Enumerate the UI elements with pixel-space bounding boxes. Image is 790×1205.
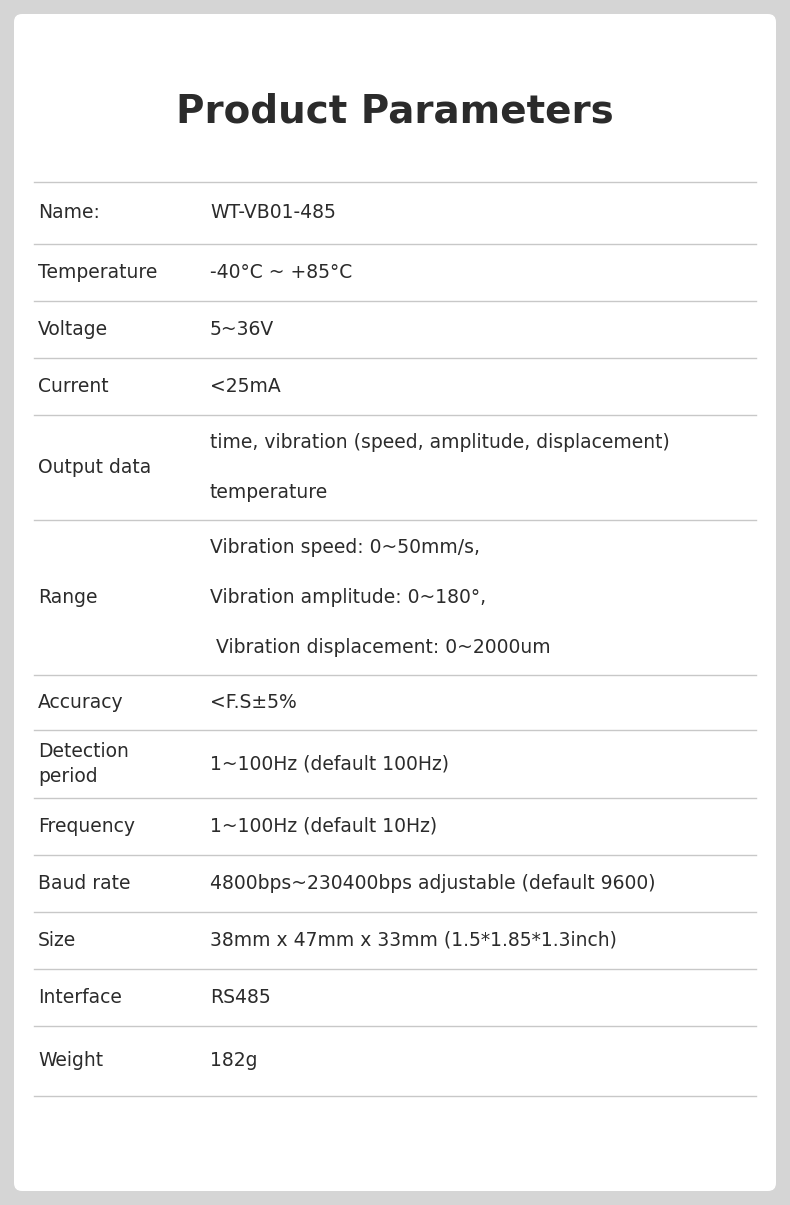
- Text: Vibration speed: 0~50mm/s,: Vibration speed: 0~50mm/s,: [210, 537, 480, 557]
- Text: 1~100Hz (default 100Hz): 1~100Hz (default 100Hz): [210, 754, 449, 774]
- Text: Detection
period: Detection period: [38, 742, 129, 786]
- Text: WT-VB01-485: WT-VB01-485: [210, 204, 336, 223]
- Text: 182g: 182g: [210, 1052, 258, 1070]
- Text: RS485: RS485: [210, 988, 271, 1007]
- Text: Voltage: Voltage: [38, 321, 108, 339]
- Text: 38mm x 47mm x 33mm (1.5*1.85*1.3inch): 38mm x 47mm x 33mm (1.5*1.85*1.3inch): [210, 931, 617, 950]
- Text: Vibration displacement: 0~2000um: Vibration displacement: 0~2000um: [210, 639, 551, 657]
- Text: Accuracy: Accuracy: [38, 693, 123, 712]
- Text: <F.S±5%: <F.S±5%: [210, 693, 297, 712]
- Text: 1~100Hz (default 10Hz): 1~100Hz (default 10Hz): [210, 817, 437, 836]
- Text: 4800bps~230400bps adjustable (default 9600): 4800bps~230400bps adjustable (default 96…: [210, 874, 656, 893]
- Text: Product Parameters: Product Parameters: [176, 93, 614, 130]
- Text: Vibration amplitude: 0~180°,: Vibration amplitude: 0~180°,: [210, 588, 486, 607]
- Text: <25mA: <25mA: [210, 377, 280, 396]
- Text: time, vibration (speed, amplitude, displacement): time, vibration (speed, amplitude, displ…: [210, 433, 670, 452]
- Text: Current: Current: [38, 377, 109, 396]
- Text: -40°C ~ +85°C: -40°C ~ +85°C: [210, 263, 352, 282]
- Text: Size: Size: [38, 931, 77, 950]
- Text: Name:: Name:: [38, 204, 100, 223]
- Text: Baud rate: Baud rate: [38, 874, 130, 893]
- FancyBboxPatch shape: [14, 14, 776, 1191]
- Text: Frequency: Frequency: [38, 817, 135, 836]
- Text: Range: Range: [38, 588, 97, 607]
- Text: temperature: temperature: [210, 483, 329, 502]
- Text: Weight: Weight: [38, 1052, 103, 1070]
- Text: Interface: Interface: [38, 988, 122, 1007]
- Text: Temperature: Temperature: [38, 263, 157, 282]
- Text: 5~36V: 5~36V: [210, 321, 274, 339]
- Text: Output data: Output data: [38, 458, 151, 477]
